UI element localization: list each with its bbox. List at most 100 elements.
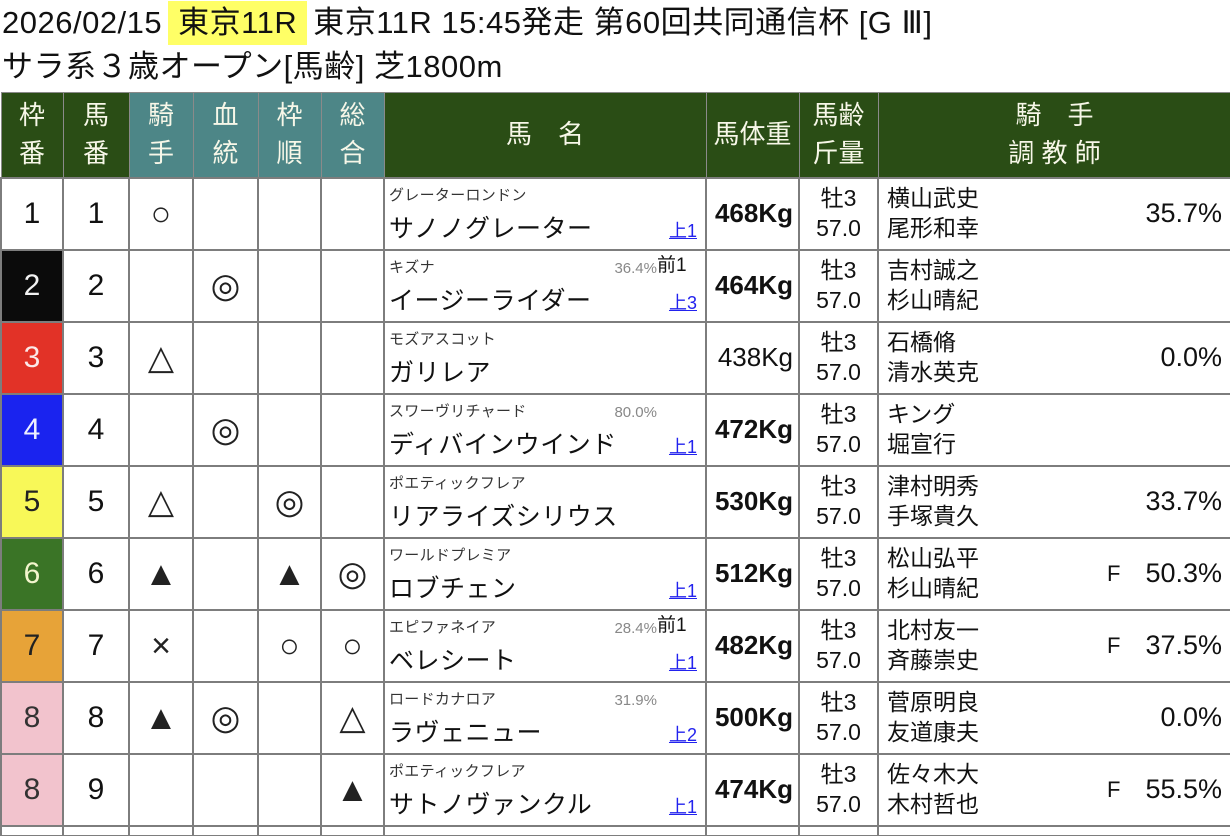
- horse-number-cell: 1: [62, 176, 130, 251]
- horse-number-cell: 5: [62, 464, 130, 539]
- age-load-cell: 牡3 57.0: [798, 608, 879, 683]
- sire-name: ワールドプレミア: [389, 546, 512, 564]
- blood-mark-cell: ◎: [192, 392, 259, 467]
- table-row: 7 7 × ○ ○ エピファネイア 28.4% 前1 ベレシート 上1 482Kg 牡…: [0, 608, 1230, 683]
- jockey-mark-cell: [128, 392, 194, 467]
- jockey-trainer-cell: キング 堀宣行: [877, 392, 1230, 467]
- body-weight-cell: 474Kg: [705, 752, 800, 827]
- win-percent: 55.5%: [1145, 774, 1222, 804]
- agari-link[interactable]: 上1: [668, 220, 697, 241]
- jockey-name: 菅原明良: [887, 688, 979, 715]
- load-weight: 57.0: [816, 430, 861, 457]
- race-card-table: 枠番 馬番 騎手 血統 枠順 総合 馬 名 馬体重 馬齢 斤量 騎 手調 教 師 …: [0, 92, 1230, 836]
- sire-name: スワーヴリチャード: [389, 402, 527, 420]
- agari-link[interactable]: 上1: [668, 580, 697, 601]
- sex-age: 牡3: [820, 400, 857, 427]
- table-row: 8 8 ▲ ◎ △ ロードカナロア 31.9% ラヴェニュー 上2 500Kg 牡3…: [0, 680, 1230, 755]
- age-load-cell: 牡3 57.0: [798, 320, 879, 395]
- load-weight: 57.0: [816, 574, 861, 601]
- race-track-highlight[interactable]: 東京11R: [168, 1, 308, 45]
- agari-link[interactable]: 上1: [668, 796, 697, 817]
- jockey-trainer-cell: 菅原明良 友道康夫 0.0%: [877, 680, 1230, 755]
- horse-name: ガリレア: [389, 358, 492, 387]
- overall-mark-cell: ○: [320, 608, 385, 683]
- agari-link[interactable]: 上1: [668, 436, 697, 457]
- race-conditions: サラ系３歳オープン[馬齢] 芝1800m: [2, 49, 503, 84]
- horse-name: ロブチェン: [389, 574, 517, 603]
- body-weight-cell: 482Kg: [705, 608, 800, 683]
- top-percent: 28.4%: [614, 619, 657, 637]
- frame-number-cell: 5: [0, 464, 64, 539]
- jockey-mark-cell: [128, 248, 194, 323]
- sex-age: 牡3: [820, 328, 857, 355]
- table-row: 3 3 △ モズアスコット ガリレア 438Kg 牡3 57.0 石橋脩 清水英克 0…: [0, 320, 1230, 395]
- jockey-mark-cell: ▲: [128, 536, 194, 611]
- jockey-trainer-cell: 石橋脩 清水英克 0.0%: [877, 320, 1230, 395]
- sire-name: ポエティックフレア: [389, 474, 526, 492]
- overall-mark-cell: ▲: [320, 752, 385, 827]
- load-weight: 57.0: [816, 718, 861, 745]
- blood-mark-cell: [192, 176, 259, 251]
- draw-mark-cell: [257, 392, 322, 467]
- jockey-name: 横山武史: [887, 184, 979, 211]
- draw-mark-cell: [257, 752, 322, 827]
- load-weight: 57.0: [816, 286, 861, 313]
- agari-link[interactable]: 上1: [668, 652, 697, 673]
- sire-name: ポエティックフレア: [389, 762, 526, 780]
- top-percent: 36.4%: [614, 259, 657, 277]
- jockey-name: 佐々木大: [887, 760, 979, 787]
- draw-mark-cell: [257, 680, 322, 755]
- col-header-jockey-mark: 騎手: [128, 92, 194, 178]
- draw-mark-cell: ▲: [257, 536, 322, 611]
- horse-number-cell: 7: [62, 608, 130, 683]
- table-row: 4 4 ◎ スワーヴリチャード 80.0% ディバインウインド 上1 472Kg 牡…: [0, 392, 1230, 467]
- sex-age: 牡3: [820, 256, 857, 283]
- blood-mark-cell: ◎: [192, 680, 259, 755]
- body-weight-cell: 512Kg: [705, 536, 800, 611]
- sire-name: キズナ: [389, 258, 435, 276]
- sire-name: エピファネイア: [389, 618, 497, 636]
- trainer-name: 杉山晴紀: [887, 286, 979, 313]
- horse-name-cell: キズナ 36.4% 前1 イージーライダー 上3: [383, 248, 707, 323]
- jockey-mark-cell: △: [128, 464, 194, 539]
- jockey-name: 津村明秀: [887, 472, 979, 499]
- horse-name-cell: グレーターロンドン サノノグレーター 上1: [383, 176, 707, 251]
- sex-age: 牡3: [820, 688, 857, 715]
- horse-number-cell: 6: [62, 536, 130, 611]
- table-row: 8 9 ▲ ポエティックフレア サトノヴァンクル 上1 474Kg 牡3 57.0 …: [0, 752, 1230, 827]
- horse-number-cell: 3: [62, 320, 130, 395]
- body-weight-cell: 530Kg: [705, 464, 800, 539]
- sire-name: グレーターロンドン: [389, 186, 527, 204]
- jockey-name: 北村友一: [887, 616, 979, 643]
- agari-link[interactable]: 上3: [668, 292, 697, 313]
- horse-name-cell: ロードカナロア 31.9% ラヴェニュー 上2: [383, 680, 707, 755]
- jockey-name: 石橋脩: [887, 328, 956, 355]
- jockey-mark-cell: ▲: [128, 680, 194, 755]
- jockey-name: 松山弘平: [887, 544, 979, 571]
- body-weight-cell: 500Kg: [705, 680, 800, 755]
- prev-race-label: 前1: [657, 614, 687, 636]
- horse-name: サノノグレーター: [389, 214, 593, 243]
- col-header-horse-name: 馬 名: [383, 92, 707, 178]
- col-header-draw-mark: 枠順: [257, 92, 322, 178]
- race-header: 2026/02/15 東京11R 東京11R 15:45発走 第60回共同通信杯 […: [0, 0, 1230, 89]
- win-percent: 35.7%: [1145, 198, 1222, 228]
- body-weight-cell: 472Kg: [705, 392, 800, 467]
- col-header-age-load: 馬齢 斤量: [798, 92, 879, 178]
- age-load-cell: 牡3 57.0: [798, 680, 879, 755]
- age-load-cell: 牡3 57.0: [798, 176, 879, 251]
- draw-mark-cell: [257, 176, 322, 251]
- frame-number-cell: 6: [0, 536, 64, 611]
- agari-link[interactable]: 上2: [668, 724, 697, 745]
- sex-age: 牡3: [820, 472, 857, 499]
- draw-mark-cell: [257, 320, 322, 395]
- jockey-trainer-cell: 北村友一 斉藤崇史 F 37.5%: [877, 608, 1230, 683]
- load-weight: 57.0: [816, 646, 861, 673]
- frame-number-cell: 7: [0, 608, 64, 683]
- overall-mark-cell: ◎: [320, 536, 385, 611]
- overall-mark-cell: [320, 248, 385, 323]
- jockey-trainer-cell: 横山武史 尾形和幸 35.7%: [877, 176, 1230, 251]
- prev-race-label: 前1: [657, 254, 687, 276]
- win-percent: 37.5%: [1145, 630, 1222, 660]
- table-row: 1 1 ○ グレーターロンドン サノノグレーター 上1 468Kg 牡3 57.0 …: [0, 176, 1230, 251]
